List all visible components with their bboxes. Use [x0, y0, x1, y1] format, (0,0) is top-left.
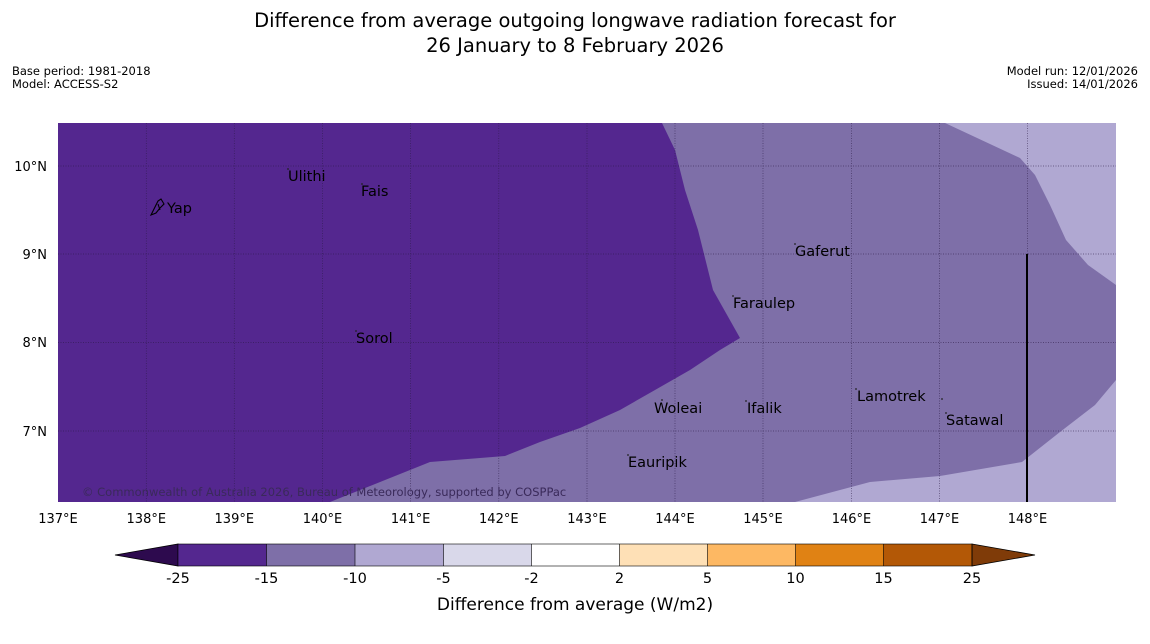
label-woleai: Woleai [654, 401, 702, 417]
label-yap: Yap [166, 201, 192, 217]
colorbar-bin [531, 544, 620, 566]
fais-marker [361, 183, 363, 185]
y-tick: 10°N [14, 160, 47, 175]
colorbar-tick: 2 [615, 571, 624, 587]
colorbar-extend-low [114, 543, 179, 567]
colorbar-bin [266, 544, 355, 566]
base-period: Base period: 1981-2018 [12, 64, 151, 78]
y-tick: 7°N [23, 425, 48, 440]
colorbar-label: Difference from average (W/m2) [437, 595, 713, 615]
x-tick: 145°E [743, 512, 783, 527]
x-tick: 147°E [920, 512, 960, 527]
model-name: Model: ACCESS-S2 [12, 77, 119, 91]
label-faraulep: Faraulep [733, 296, 795, 312]
x-axis-ticks: 137°E 138°E 139°E 140°E 141°E 142°E 143°… [38, 512, 1047, 527]
label-lamotrek: Lamotrek [857, 389, 926, 405]
meta-left: Base period: 1981-2018 Model: ACCESS-S2 [12, 65, 151, 91]
colorbar-tick: 5 [703, 571, 712, 587]
sorol-marker [355, 330, 357, 332]
label-eauripik: Eauripik [628, 455, 687, 471]
label-gaferut: Gaferut [795, 244, 850, 260]
colorbar-tick: 15 [874, 571, 892, 587]
island-markers [287, 168, 947, 456]
colorbar-tick: 10 [786, 571, 804, 587]
colorbar-ticks: -25 -15 -10 -5 -2 2 5 10 15 25 [166, 571, 981, 587]
yap-island-outline [149, 198, 165, 217]
map-title: Difference from average outgoing longwav… [0, 9, 1150, 58]
elato-marker [941, 398, 943, 400]
colorbar-tick: -25 [166, 571, 190, 587]
gaferut-marker [794, 243, 796, 245]
colorbar-bin [178, 544, 267, 566]
colorbar-tick: 25 [963, 571, 981, 587]
issued-date: Issued: 14/01/2026 [1027, 77, 1138, 91]
colorbar: -25 -15 -10 -5 -2 2 5 10 15 25 Differenc… [114, 543, 1036, 615]
x-tick: 146°E [832, 512, 872, 527]
faraulep-marker [732, 295, 734, 297]
y-tick: 8°N [23, 336, 48, 351]
x-tick: 144°E [655, 512, 695, 527]
region-minus25-minus15 [58, 123, 740, 502]
colorbar-bin [707, 544, 796, 566]
x-tick: 141°E [391, 512, 431, 527]
colorbar-tick: -5 [436, 571, 450, 587]
woleai-marker [661, 399, 663, 401]
colorbar-tick: -15 [255, 571, 279, 587]
meta-right: Model run: 12/01/2026 Issued: 14/01/2026 [1007, 65, 1138, 91]
x-tick: 142°E [479, 512, 519, 527]
x-tick: 140°E [303, 512, 343, 527]
satawal-marker [945, 412, 947, 414]
x-tick: 148°E [1008, 512, 1048, 527]
x-tick: 138°E [127, 512, 167, 527]
colorbar-bin [443, 544, 532, 566]
colorbar-bin [619, 544, 708, 566]
region-minus10-minus5-lower [795, 380, 1116, 502]
label-fais: Fais [361, 184, 388, 200]
region-minus10-minus5 [945, 123, 1116, 285]
label-sorol: Sorol [356, 331, 393, 347]
label-satawal: Satawal [946, 413, 1003, 429]
x-tick: 139°E [215, 512, 255, 527]
place-labels: Ulithi Fais Yap Gaferut Faraulep Sorol L… [166, 169, 1003, 471]
colorbar-tick: -10 [343, 571, 367, 587]
title-line-2: 26 January to 8 February 2026 [426, 33, 724, 57]
eauripik-marker [627, 454, 629, 456]
ifalik-marker [745, 400, 747, 402]
label-ifalik: Ifalik [747, 401, 782, 417]
label-ulithi: Ulithi [288, 169, 326, 185]
colorbar-bin [355, 544, 444, 566]
x-tick: 143°E [567, 512, 607, 527]
colorbar-bin [795, 544, 884, 566]
colorbar-bin [883, 544, 972, 566]
y-axis-ticks: 10°N 9°N 8°N 7°N [14, 160, 47, 440]
lamotrek-marker [855, 388, 857, 390]
colorbar-extend-high [971, 543, 1036, 567]
y-tick: 9°N [23, 248, 48, 263]
map-area: Ulithi Fais Yap Gaferut Faraulep Sorol L… [58, 123, 1116, 502]
x-tick: 137°E [38, 512, 78, 527]
model-run: Model run: 12/01/2026 [1006, 64, 1138, 78]
colorbar-tick: -2 [524, 571, 538, 587]
title-line-1: Difference from average outgoing longwav… [254, 9, 896, 32]
ulithi-marker [287, 168, 289, 170]
copyright-notice: © Commonwealth of Australia 2026, Bureau… [82, 485, 566, 499]
